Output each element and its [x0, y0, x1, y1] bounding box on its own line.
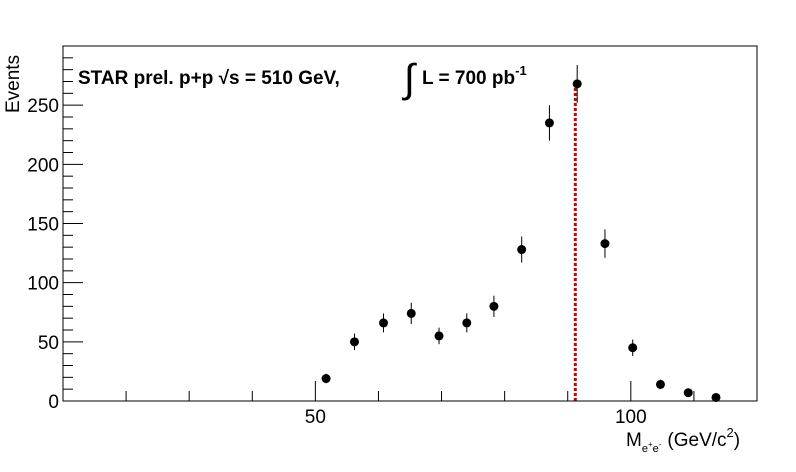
data-point — [406, 308, 416, 318]
data-point — [544, 118, 554, 128]
data-point — [683, 388, 693, 398]
y-axis-title: Events — [3, 55, 24, 113]
integral-symbol: ∫ — [402, 57, 418, 101]
luminosity-text: L = 700 pb-1 — [422, 63, 527, 89]
x-axis-unit: (GeV/c — [667, 430, 726, 451]
luminosity-value: L = 700 pb — [422, 68, 515, 89]
data-point — [462, 318, 472, 328]
data-point — [434, 331, 444, 341]
tick-labels: 0 50 100 150 200 250 50 100 — [27, 96, 646, 428]
x-axis-subscript: e+e- — [642, 440, 662, 455]
data-point — [517, 245, 527, 255]
luminosity-exponent: -1 — [515, 63, 527, 78]
data-point — [628, 343, 638, 353]
axis-ticks — [63, 57, 758, 402]
data-point — [489, 301, 499, 311]
x-axis-superscript: 2 — [727, 425, 734, 440]
x-tick-label: 100 — [615, 407, 647, 428]
y-tick-label: 50 — [38, 333, 59, 354]
x-axis-symbol: M — [626, 430, 642, 451]
data-points — [321, 64, 721, 402]
data-point — [572, 79, 582, 89]
plot-frame — [62, 45, 758, 402]
y-tick-label: 200 — [27, 155, 59, 176]
data-point — [711, 392, 721, 402]
x-tick-label: 50 — [305, 407, 326, 428]
data-point — [655, 379, 665, 389]
data-point — [349, 337, 359, 347]
data-point — [321, 374, 331, 384]
data-point — [379, 318, 389, 328]
data-point — [600, 239, 610, 249]
y-tick-label: 100 — [27, 274, 59, 295]
x-axis-title: Me+e- (GeV/c2) — [626, 425, 740, 455]
y-tick-label: 0 — [48, 392, 59, 413]
x-axis-close-paren: ) — [734, 430, 740, 451]
y-tick-label: 250 — [27, 96, 59, 117]
annotation-text: STAR prel. p+p √s = 510 GeV, — [78, 68, 340, 89]
y-tick-label: 150 — [27, 215, 59, 236]
